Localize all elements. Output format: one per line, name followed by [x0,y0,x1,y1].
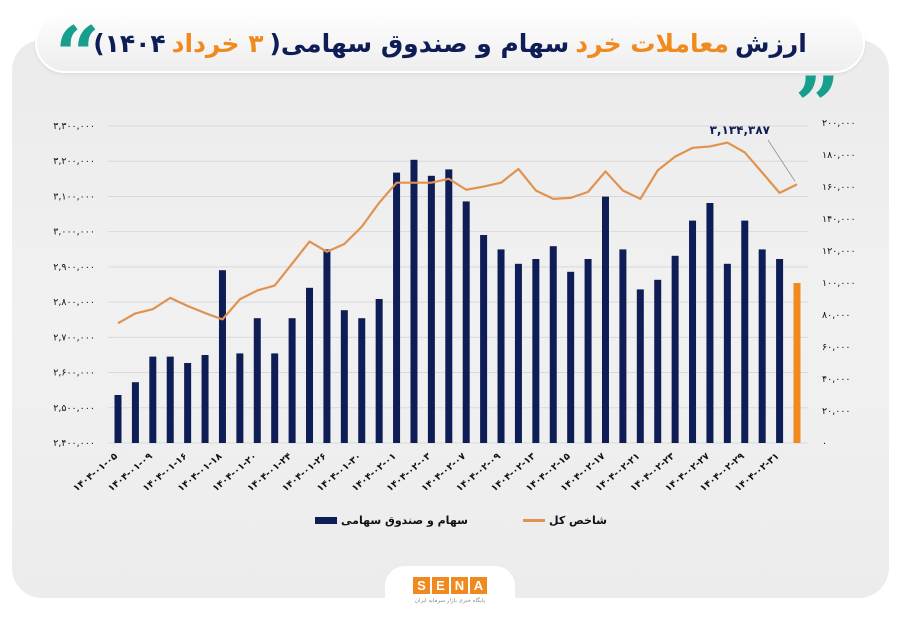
line-swatch-icon [523,519,545,522]
bar [706,203,714,443]
bar [758,249,766,443]
left-axis-tick: ۳,۲۰۰,۰۰۰ [53,156,95,167]
bar [549,246,557,443]
logo-letter: N [451,577,468,594]
left-axis-tick: ۳,۱۰۰,۰۰۰ [53,191,95,202]
bar [218,270,226,443]
bar [532,259,540,443]
legend-label-line: شاخص کل [549,514,607,527]
left-axis-tick: ۲,۶۰۰,۰۰۰ [53,368,95,379]
bar [741,220,749,443]
quote-open-icon: “ [55,10,100,101]
bar [619,249,627,443]
legend: سهام و صندوق سهامی شاخص کل [0,514,900,534]
right-axis-tick: ۱۸۰,۰۰۰ [822,150,856,161]
annotation-label: ۳,۱۳۴,۳۸۷ [710,123,771,137]
title-part-4: ۳ خرداد [171,28,264,58]
bar [131,382,139,443]
logo-letter: A [470,577,487,594]
bar [323,249,331,443]
bar [306,287,314,443]
title-part-2: معاملات خرد [575,28,729,58]
bar [654,279,662,443]
bar [671,255,679,443]
left-axis-tick: ۲,۹۰۰,۰۰۰ [53,262,95,273]
right-axis-tick: ۱۲۰,۰۰۰ [822,246,856,257]
right-axis-tick: ۶۰,۰۰۰ [822,342,851,353]
logo-letter: S [413,577,430,594]
left-axis-tick: ۳,۳۰۰,۰۰۰ [53,121,95,132]
bar [288,318,296,443]
bar [427,175,435,444]
left-axis-tick: ۲,۵۰۰,۰۰۰ [53,403,95,414]
right-axis-tick: ۲۰,۰۰۰ [822,406,851,417]
right-axis-tick: ۱۰۰,۰۰۰ [822,278,856,289]
bar [723,263,731,443]
bar [340,310,348,443]
bar [201,355,209,443]
left-axis-tick: ۳,۰۰۰,۰۰۰ [53,227,95,238]
index-line [117,141,798,325]
bar [776,259,784,443]
title-part-3: سهام و صندوق سهامی( [269,28,570,58]
annotation-leader [767,139,796,182]
bar [184,363,192,443]
right-axis-tick: ۱۶۰,۰۰۰ [822,182,856,193]
bar [271,353,279,443]
bar [584,259,592,443]
bar [567,271,575,443]
bar [410,159,418,444]
right-axis-tick: ۸۰,۰۰۰ [822,310,851,321]
left-axis-tick: ۲,۴۰۰,۰۰۰ [53,438,95,449]
sena-logo: S E N A [413,577,487,594]
bar [166,356,174,443]
right-axis-tick: ۱۴۰,۰۰۰ [822,214,856,225]
bar [793,283,801,443]
bar [358,318,366,443]
bar [445,169,453,443]
bar [514,263,522,443]
footer-tab [385,566,515,616]
left-axis-tick: ۲,۸۰۰,۰۰۰ [53,297,95,308]
right-axis-tick: ۴۰,۰۰۰ [822,374,851,385]
legend-item-line: شاخص کل [523,514,607,527]
bar [601,196,609,443]
legend-item-bars: سهام و صندوق سهامی [315,514,468,527]
bar [636,289,644,443]
bar [375,299,383,443]
right-axis-tick: ۰ [822,438,827,449]
chart-title: ارزش معاملات خرد سهام و صندوق سهامی( ۳ خ… [93,29,807,58]
title-part-5: ۱۴۰۴) [93,28,166,58]
right-axis-tick: ۲۰۰,۰۰۰ [822,118,856,129]
bar [462,201,470,443]
bar [393,172,401,443]
bar [114,395,122,443]
title-part-1: ارزش [734,28,807,58]
left-axis-tick: ۲,۷۰۰,۰۰۰ [53,332,95,343]
bar [480,235,488,443]
logo-subtitle: پایگاه خبری بازار سرمایه ایران [414,598,486,604]
bar [497,249,505,443]
bar-swatch-icon [315,517,337,524]
bar [236,353,244,443]
bar [689,220,697,443]
bar [149,356,157,443]
legend-label-bars: سهام و صندوق سهامی [341,514,468,527]
bar [253,318,261,443]
title-banner: “ ارزش معاملات خرد سهام و صندوق سهامی( ۳… [35,13,865,112]
logo-letter: E [432,577,449,594]
